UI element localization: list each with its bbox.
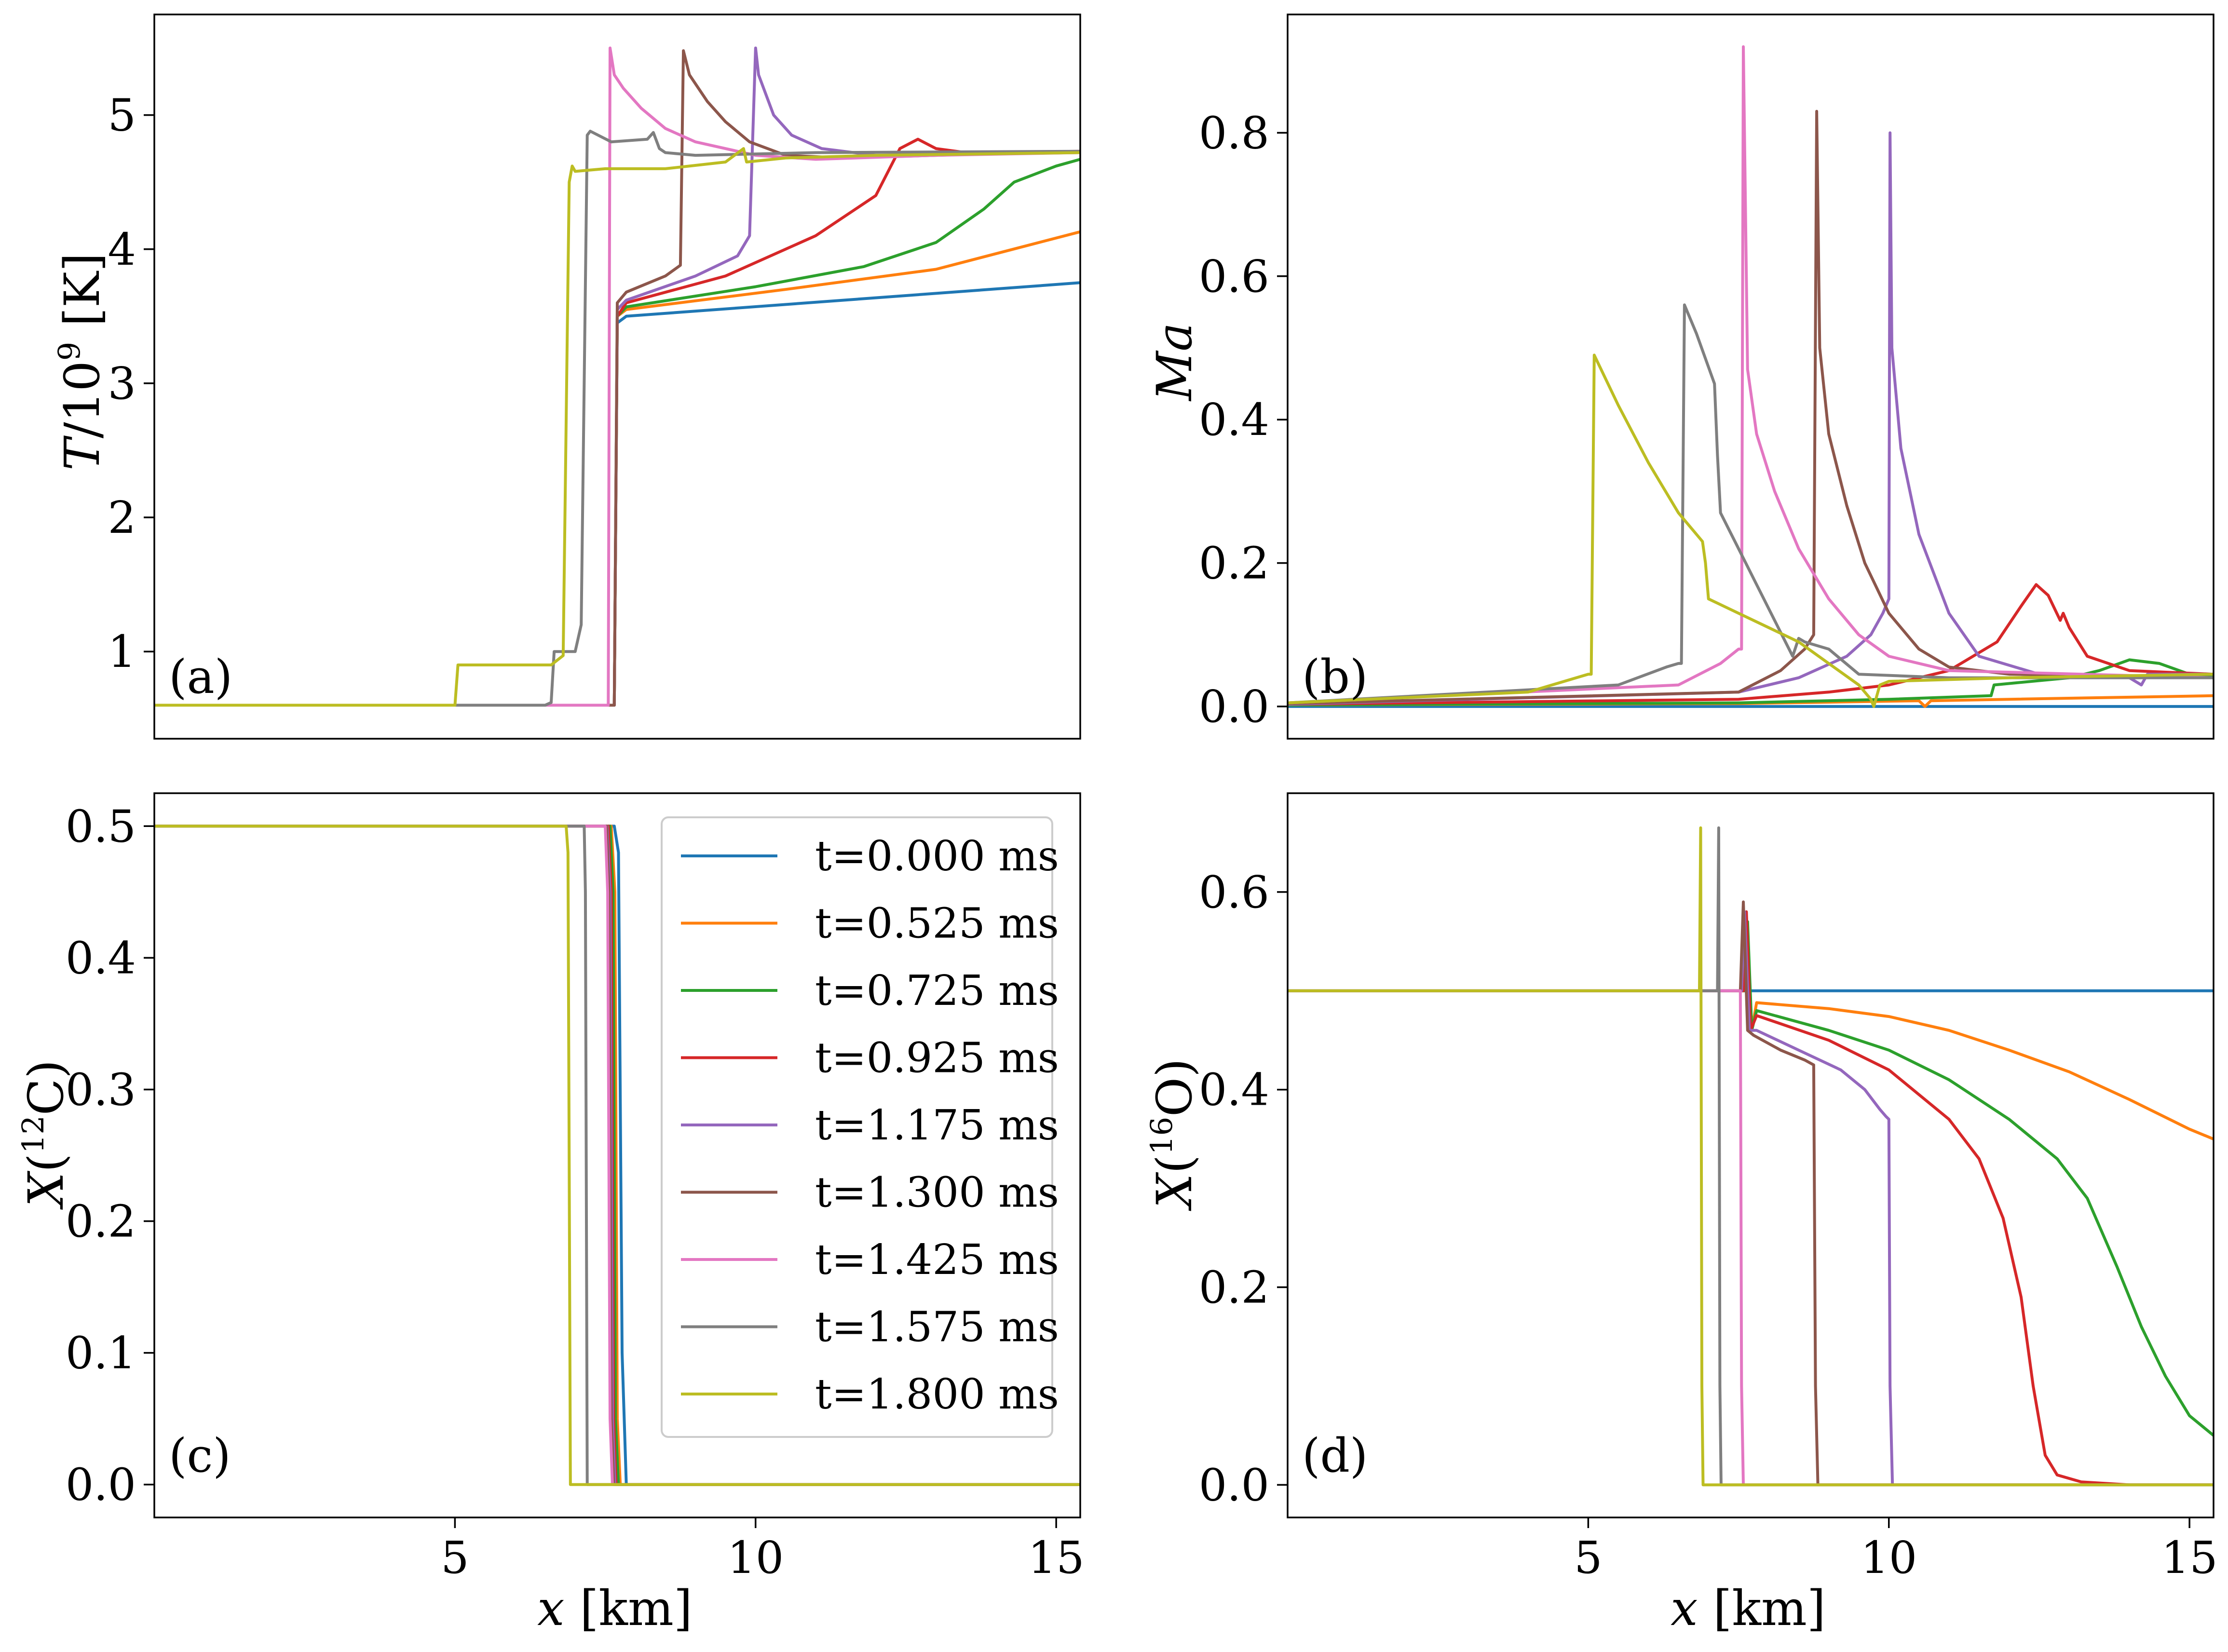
ytick-label-c-5: 0.5 — [66, 800, 136, 852]
series-line-b-3 — [1288, 583, 2214, 706]
series-line-a-6 — [154, 46, 1080, 707]
legend-label-6: t=1.425 ms — [815, 1236, 1059, 1284]
ytick-label-b-1: 0.2 — [1199, 538, 1269, 589]
ytick-label-b-2: 0.4 — [1199, 394, 1269, 446]
ytick-label-d-1: 0.2 — [1199, 1262, 1269, 1313]
ytick-label-c-3: 0.3 — [66, 1064, 136, 1115]
xtick-label-c-0: 5 — [441, 1532, 469, 1584]
ytick-label-c-4: 0.4 — [66, 932, 136, 984]
series-line-b-7 — [1288, 303, 2214, 704]
series-group-d — [1288, 826, 2214, 1487]
xtick-label-c-1: 10 — [727, 1532, 784, 1584]
series-line-d-6 — [1288, 989, 2214, 1487]
ytick-label-a-3: 4 — [108, 224, 136, 275]
axes-frame-c — [153, 792, 1081, 1518]
panel-tag-b: (b) — [1302, 650, 1368, 704]
series-line-b-6 — [1288, 45, 2214, 704]
panel-c: 0.0 0.1 0.2 0.3 0.4 0.5 5 10 15 (c) — [66, 792, 1085, 1584]
ytick-label-c-0: 0.0 — [66, 1459, 136, 1511]
ylabel-b: Ma — [1146, 323, 1203, 402]
ytick-label-a-1: 2 — [108, 492, 136, 543]
series-group-b — [1288, 45, 2214, 708]
legend-label-7: t=1.575 ms — [815, 1303, 1059, 1352]
series-line-b-5 — [1288, 109, 2214, 705]
legend-frame — [661, 816, 1053, 1438]
ylabel-a: T/109 [K] — [52, 253, 110, 471]
xtick-label-d-0: 5 — [1574, 1532, 1603, 1584]
series-line-d-5 — [1288, 900, 2214, 1487]
series-line-a-8 — [154, 147, 1080, 707]
legend-label-0: t=0.000 ms — [815, 832, 1059, 880]
xlabel-c: x [km] — [537, 1580, 693, 1637]
legend-label-3: t=0.925 ms — [815, 1034, 1059, 1083]
series-line-a-7 — [154, 130, 1080, 707]
ytick-label-b-4: 0.8 — [1199, 107, 1269, 159]
ytick-label-d-0: 0.0 — [1199, 1459, 1269, 1511]
legend-label-4: t=1.175 ms — [815, 1101, 1059, 1150]
series-line-d-7 — [1288, 826, 2214, 1487]
series-group-a — [154, 46, 1080, 707]
ytick-label-d-2: 0.4 — [1199, 1064, 1269, 1116]
panel-a: 1 2 3 4 5 (a) — [108, 14, 1081, 740]
xtick-label-c-2: 15 — [1028, 1532, 1085, 1584]
legend-label-8: t=1.800 ms — [815, 1370, 1059, 1419]
panel-tag-d: (d) — [1302, 1429, 1368, 1483]
ytick-label-b-0: 0.0 — [1199, 681, 1269, 732]
ylabel-d: X(16O) — [1144, 1058, 1203, 1211]
series-line-d-3 — [1288, 910, 2214, 1487]
ytick-label-c-2: 0.2 — [66, 1196, 136, 1247]
axes-frame-b — [1287, 14, 2214, 740]
panel-tag-c: (c) — [169, 1429, 231, 1483]
xlabel-d: x [km] — [1671, 1580, 1826, 1637]
ytick-label-a-4: 5 — [108, 90, 136, 141]
legend-label-1: t=0.525 ms — [815, 900, 1059, 948]
ytick-label-d-3: 0.6 — [1199, 867, 1269, 918]
ytick-label-a-0: 1 — [108, 626, 136, 677]
legend: t=0.000 ms t=0.525 ms t=0.725 ms t=0.925 ms… — [661, 816, 1059, 1438]
xtick-label-d-2: 15 — [2161, 1532, 2218, 1584]
series-line-d-8 — [1288, 826, 2214, 1487]
series-line-c-8 — [154, 825, 1080, 1486]
axes-frame-a — [153, 14, 1081, 740]
legend-label-5: t=1.300 ms — [815, 1169, 1059, 1217]
series-group-c — [154, 825, 1080, 1486]
ytick-label-c-1: 0.1 — [66, 1327, 136, 1379]
legend-label-2: t=0.725 ms — [815, 967, 1059, 1015]
panel-d: 0.0 0.2 0.4 0.6 5 10 15 (d) — [1199, 792, 2218, 1584]
xtick-label-d-1: 10 — [1861, 1532, 1917, 1584]
ylabel-c: X(12C) — [15, 1060, 74, 1210]
axes-frame-d — [1287, 792, 2214, 1518]
panel-tag-a: (a) — [169, 650, 232, 704]
ytick-label-b-3: 0.6 — [1199, 251, 1269, 302]
series-line-b-8 — [1288, 353, 2214, 708]
ytick-label-a-2: 3 — [108, 358, 136, 409]
panel-b: 0.0 0.2 0.4 0.6 0.8 (b) — [1199, 14, 2214, 740]
